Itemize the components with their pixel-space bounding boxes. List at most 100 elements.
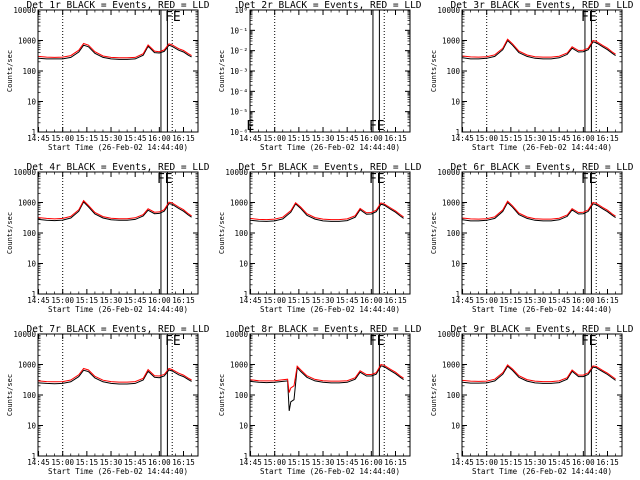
y-axis-label: Counts/sec — [218, 50, 226, 92]
x-tick-label: 16:00 — [148, 134, 171, 143]
y-tick-label: 1 — [455, 452, 460, 461]
y-tick-label: 10⁻² — [230, 47, 248, 56]
y-tick-label: 100 — [22, 67, 36, 76]
x-tick-label: 14:45 — [27, 296, 50, 305]
y-tick-label: 10⁻³ — [230, 67, 248, 76]
panel-title: Det 2r BLACK = Events, RED = LLD — [238, 0, 421, 11]
events-series-line — [38, 201, 192, 222]
flag-label: FE — [581, 10, 597, 25]
x-tick-label: 14:45 — [451, 296, 474, 305]
x-tick-label: 16:15 — [596, 134, 619, 143]
y-tick-label: 100 — [446, 67, 460, 76]
flag-label: FE — [165, 10, 181, 25]
detector-panel-2: Det 2r BLACK = Events, RED = LLD 10⁻⁶ 10⁻⁵… — [218, 0, 422, 152]
detector-panel-6: Det 6r BLACK = Events, RED = LLD 1 10 100 10… — [430, 162, 634, 314]
y-tick-label: 10 — [27, 98, 37, 107]
x-tick-label: 15:30 — [524, 296, 547, 305]
x-tick-label: 16:00 — [360, 134, 383, 143]
y-axis-label: Counts/sec — [6, 374, 14, 416]
x-tick-label: 15:00 — [51, 296, 74, 305]
panel-title: Det 8r BLACK = Events, RED = LLD — [238, 324, 421, 335]
x-tick-label: 16:15 — [384, 296, 407, 305]
panel-title: Det 9r BLACK = Events, RED = LLD — [450, 324, 633, 335]
flag-label: FE — [157, 172, 173, 187]
y-axis-label: Counts/sec — [430, 212, 438, 254]
lld-series-line — [38, 367, 192, 383]
y-tick-label: 1000 — [18, 361, 37, 370]
y-axis-label: Counts/sec — [218, 212, 226, 254]
y-tick-label: 1 — [31, 290, 36, 299]
lld-series-line — [38, 199, 192, 220]
y-tick-label: 1 — [243, 452, 248, 461]
x-axis-label: Start Time (26-Feb-02 14:44:40) — [472, 305, 612, 314]
x-tick-label: 15:30 — [100, 134, 123, 143]
y-tick-label: 100 — [22, 391, 36, 400]
y-tick-label: 1000 — [442, 199, 461, 208]
detector-panel-4: Det 4r BLACK = Events, RED = LLD 1 10 100 10… — [6, 162, 210, 314]
x-tick-label: 16:15 — [172, 296, 195, 305]
panel-title: Det 5r BLACK = Events, RED = LLD — [238, 162, 421, 173]
y-tick-label: 100 — [234, 229, 248, 238]
x-tick-label: 16:00 — [572, 458, 595, 467]
y-tick-label: 10000 — [13, 168, 36, 177]
y-tick-label: 100 — [22, 229, 36, 238]
y-axis-label: Counts/sec — [218, 374, 226, 416]
y-tick-label: 10 — [239, 260, 249, 269]
panel-title: Det 4r BLACK = Events, RED = LLD — [26, 162, 209, 173]
x-tick-label: 14:45 — [27, 458, 50, 467]
x-tick-label: 16:15 — [172, 458, 195, 467]
x-tick-label: 15:00 — [263, 134, 286, 143]
x-tick-label: 14:45 — [239, 458, 262, 467]
events-series-line — [38, 369, 192, 385]
x-tick-label: 15:30 — [312, 296, 335, 305]
y-tick-label: 10 — [451, 98, 461, 107]
x-tick-label: 15:45 — [336, 134, 359, 143]
lld-series-line — [250, 202, 404, 221]
flag-label: FE — [165, 334, 181, 349]
y-tick-label: 1 — [31, 128, 36, 137]
x-tick-label: 15:30 — [312, 134, 335, 143]
x-tick-label: 15:30 — [524, 134, 547, 143]
x-tick-label: 14:45 — [239, 134, 262, 143]
x-tick-label: 15:45 — [124, 296, 147, 305]
lld-series-line — [462, 38, 616, 58]
flag-label: E — [247, 119, 255, 134]
plot-frame — [249, 171, 411, 295]
y-tick-label: 1 — [243, 290, 248, 299]
y-tick-label: 10000 — [225, 330, 248, 339]
y-tick-label: 10000 — [13, 330, 36, 339]
lld-series-line — [38, 42, 192, 59]
x-axis-label: Start Time (26-Feb-02 14:44:40) — [48, 143, 188, 152]
y-tick-label: 1000 — [18, 37, 37, 46]
x-tick-label: 15:15 — [76, 296, 99, 305]
x-tick-label: 15:45 — [548, 134, 571, 143]
x-tick-label: 16:00 — [360, 458, 383, 467]
x-tick-label: 15:00 — [475, 458, 498, 467]
y-tick-label: 100 — [446, 229, 460, 238]
x-tick-label: 15:45 — [124, 134, 147, 143]
x-tick-label: 14:45 — [27, 134, 50, 143]
detector-panel-3: Det 3r BLACK = Events, RED = LLD 1 10 100 10… — [430, 0, 634, 152]
x-tick-label: 16:00 — [572, 296, 595, 305]
x-tick-label: 16:15 — [384, 458, 407, 467]
x-tick-label: 16:15 — [596, 458, 619, 467]
detector-panel-7: Det 7r BLACK = Events, RED = LLD 1 10 100 10… — [6, 324, 210, 476]
x-axis-label: Start Time (26-Feb-02 14:44:40) — [260, 143, 400, 152]
x-tick-label: 15:15 — [500, 458, 523, 467]
y-tick-label: 1 — [455, 290, 460, 299]
y-tick-label: 10000 — [13, 6, 36, 15]
x-tick-label: 15:30 — [100, 458, 123, 467]
x-tick-label: 15:15 — [288, 458, 311, 467]
y-tick-label: 1000 — [442, 37, 461, 46]
x-tick-label: 15:45 — [548, 296, 571, 305]
x-tick-label: 15:15 — [76, 134, 99, 143]
y-tick-label: 10 — [451, 260, 461, 269]
plot-frame — [249, 333, 411, 457]
flag-label: FE — [369, 334, 385, 349]
x-tick-label: 14:45 — [451, 134, 474, 143]
flag-label: FE — [581, 172, 597, 187]
x-tick-label: 16:00 — [572, 134, 595, 143]
x-axis-label: Start Time (26-Feb-02 14:44:40) — [48, 305, 188, 314]
y-tick-label: 100 — [446, 391, 460, 400]
plot-frame — [37, 171, 199, 295]
